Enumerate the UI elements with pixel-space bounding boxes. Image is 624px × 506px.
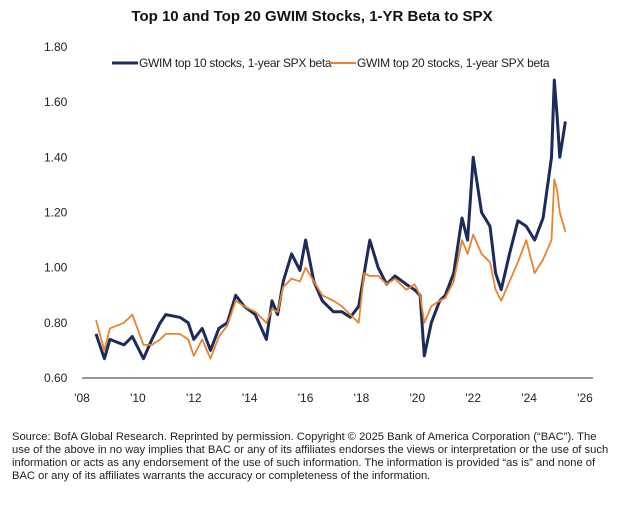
x-tick-label: '10	[130, 391, 146, 405]
y-tick-label: 0.60	[44, 371, 68, 385]
x-tick-label: '22	[465, 391, 481, 405]
y-tick-label: 1.60	[44, 95, 68, 109]
y-tick-label: 1.00	[44, 261, 68, 275]
line-chart: 0.60 0.80 1.00 1.20 1.40 1.60 1.80 '08 '10 '12 '1…	[44, 40, 593, 405]
chart-title: Top 10 and Top 20 GWIM Stocks, 1-YR Beta…	[131, 8, 493, 25]
y-tick-label: 1.40	[44, 150, 68, 164]
x-tick-label: '26	[577, 391, 593, 405]
x-tick-label: '16	[298, 391, 314, 405]
x-tick-label: '24	[521, 391, 537, 405]
series-line-top10	[94, 78, 567, 361]
series-line-top20	[95, 178, 567, 360]
y-tick-label: 0.80	[44, 316, 68, 330]
source-note: Source: BofA Global Research. Reprinted …	[12, 431, 609, 482]
x-tick-label: '14	[242, 391, 258, 405]
y-tick-label: 1.80	[44, 40, 68, 54]
legend-label: GWIM top 10 stocks, 1-year SPX beta	[139, 56, 332, 70]
y-tick-label: 1.20	[44, 206, 68, 220]
x-tick-label: '18	[354, 391, 370, 405]
x-tick-label: '20	[410, 391, 426, 405]
legend-label: GWIM top 20 stocks, 1-year SPX beta	[357, 56, 550, 70]
x-tick-label: '08	[74, 391, 90, 405]
x-tick-label: '12	[186, 391, 202, 405]
